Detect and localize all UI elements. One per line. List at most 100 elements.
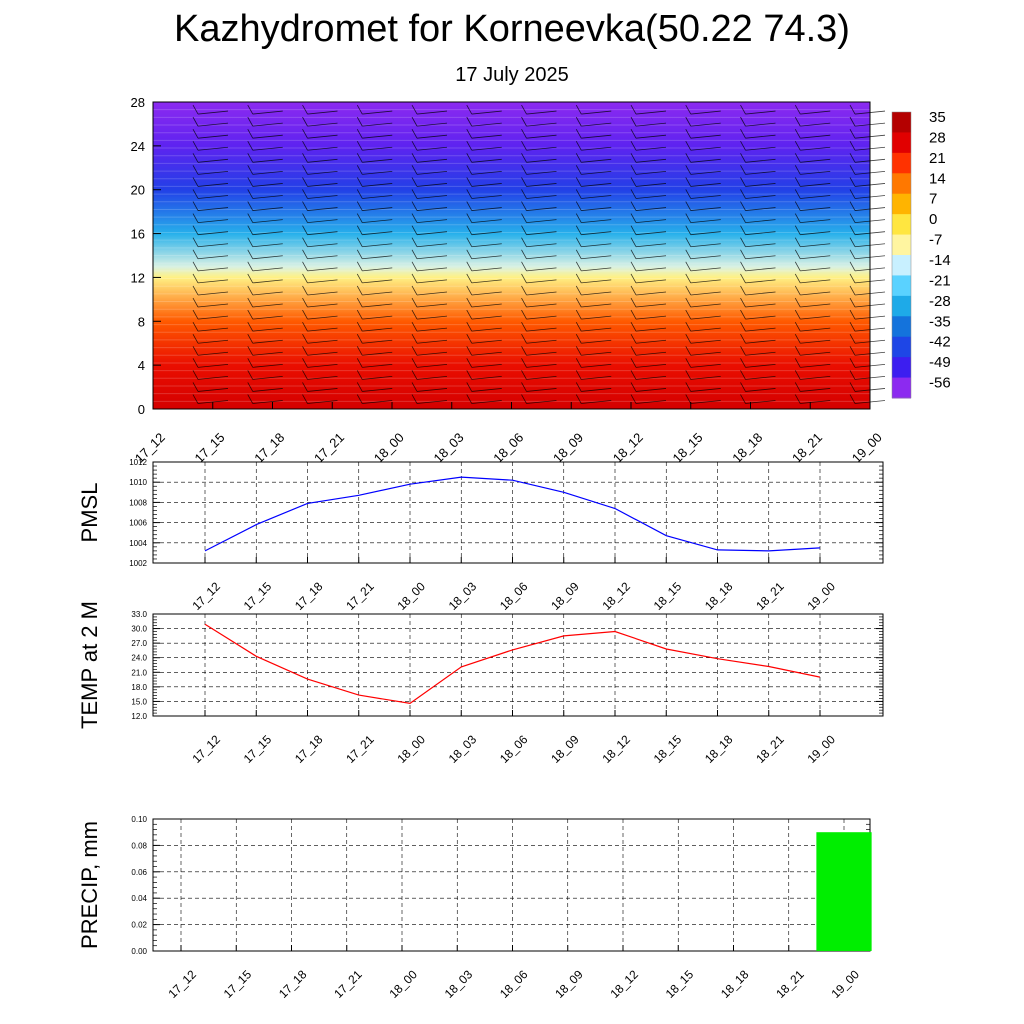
wind-barb: [197, 363, 229, 368]
x-tick-label: 18_06: [497, 967, 531, 1001]
wind-barb-flag: [521, 285, 527, 296]
wind-barb-flag: [356, 309, 363, 320]
wind-barb-flag: [302, 321, 308, 332]
wind-barb: [252, 255, 283, 260]
wind-barb-flag: [247, 382, 254, 392]
chart-title: Kazhydromet for Korneevka(50.22 74.3): [174, 8, 850, 50]
wind-barb-flag: [849, 321, 856, 332]
wind-barb: [197, 183, 229, 187]
wind-barb-flag: [356, 141, 363, 151]
wind-barb: [252, 134, 283, 139]
wind-barb: [526, 134, 557, 139]
wind-barb-flag: [630, 141, 637, 151]
wind-barb-flag: [849, 201, 856, 211]
wind-barb: [635, 146, 667, 151]
wind-barb-flag: [466, 213, 473, 223]
wind-barb-flag: [521, 358, 527, 368]
wind-barb: [416, 303, 448, 308]
wind-barb: [745, 170, 776, 175]
wind-barb-flag: [466, 346, 473, 356]
wind-barb: [800, 243, 831, 248]
wind-barb-flag: [356, 261, 363, 272]
wind-barb-flag: [685, 370, 692, 380]
wind-barb-flag: [575, 334, 582, 344]
wind-barb-flag: [192, 309, 199, 320]
wind-barb-flag: [521, 309, 527, 320]
wind-barb-flag: [302, 394, 308, 404]
wind-barb: [197, 219, 229, 224]
wind-barb-flag: [685, 249, 692, 259]
wind-barb: [690, 363, 721, 368]
wind-barb: [416, 255, 448, 260]
wind-barb-flag: [466, 225, 473, 235]
wind-barb-flag: [466, 237, 473, 247]
wind-barb-flag: [247, 321, 254, 332]
wind-barb: [197, 255, 229, 260]
wind-barb-flag: [247, 273, 254, 284]
wind-barb-flag: [685, 213, 692, 223]
wind-barb: [581, 110, 612, 115]
wind-barb-flag: [302, 153, 308, 163]
wind-barb: [526, 146, 557, 151]
wind-barb-flag: [685, 261, 692, 272]
wind-barb-flag: [247, 370, 254, 380]
wind-barb: [581, 339, 612, 344]
wind-barb-flag: [575, 116, 582, 127]
wind-barb-flag: [356, 321, 363, 332]
wind-barb-flag: [192, 370, 199, 380]
x-tick-label: 18_06: [497, 579, 531, 613]
wind-barb-flag: [302, 104, 308, 115]
colorbar-label: -21: [929, 272, 951, 289]
wind-barb: [252, 363, 283, 368]
wind-barb: [416, 146, 448, 151]
wind-barb: [252, 388, 283, 392]
wind-barb-flag: [794, 261, 801, 272]
wind-barb: [526, 183, 557, 187]
y-tick-label: 1012: [129, 458, 147, 467]
wind-barb: [581, 170, 612, 175]
colorbar-label: 35: [929, 109, 946, 126]
wind-barb-flag: [356, 358, 363, 368]
wind-barb-flag: [740, 394, 746, 404]
wind-barb: [362, 303, 393, 308]
x-tick-label: 17_18: [276, 967, 310, 1001]
wind-barb-flag: [575, 165, 582, 175]
x-tick-label: 18_03: [446, 579, 480, 613]
colorbar-label: 14: [929, 170, 946, 187]
wind-barb-flag: [302, 309, 308, 320]
wind-barb: [252, 207, 283, 211]
wind-barb-flag: [302, 346, 308, 356]
wind-barb-flag: [740, 321, 746, 332]
wind-barb: [307, 388, 338, 392]
wind-barb: [471, 158, 502, 163]
wind-barb-flag: [740, 237, 746, 247]
wind-barb-flag: [247, 189, 254, 199]
wind-barb-flag: [466, 249, 473, 259]
wind-barb-flag: [630, 165, 637, 175]
wind-barb: [252, 303, 283, 308]
wind-barb: [416, 315, 448, 320]
wind-barb-flag: [849, 346, 856, 356]
wind-barb: [252, 400, 283, 404]
wind-barb-flag: [794, 358, 801, 368]
wind-barb-flag: [356, 346, 363, 356]
colorbar-label: 0: [929, 211, 937, 228]
wind-barb: [471, 170, 502, 175]
wind-barb: [307, 207, 338, 211]
wind-barb: [690, 183, 721, 187]
wind-barb-flag: [849, 153, 856, 163]
wind-barb: [635, 110, 667, 115]
wind-barb: [252, 315, 283, 320]
wind-barb-flag: [247, 261, 254, 272]
wind-barb: [745, 207, 776, 211]
wind-barb-flag: [740, 116, 746, 127]
colorbar-swatch: [892, 132, 911, 154]
wind-barb-flag: [302, 201, 308, 211]
wind-barb: [416, 243, 448, 248]
wind-barb-flag: [302, 213, 308, 223]
wind-barb-flag: [356, 237, 363, 247]
wind-barb: [690, 303, 721, 308]
wind-barb: [526, 243, 557, 248]
wind-barb-flag: [794, 394, 801, 404]
wind-barb-flag: [794, 249, 801, 259]
